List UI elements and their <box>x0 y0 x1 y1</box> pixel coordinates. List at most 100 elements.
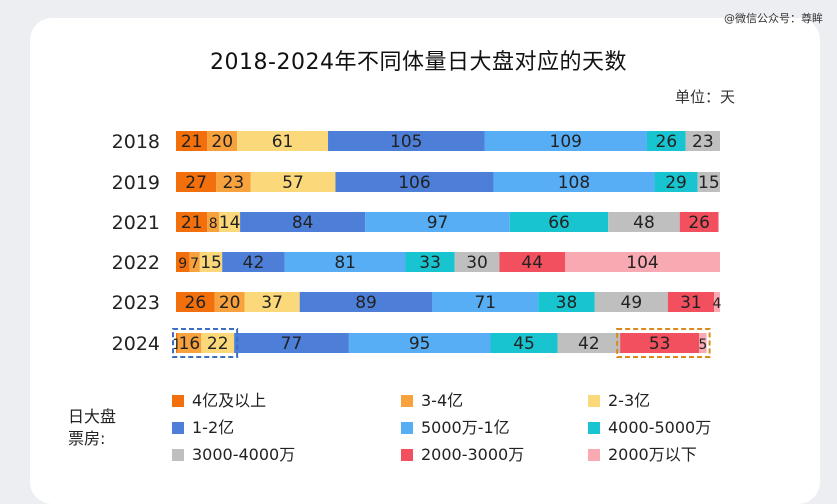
data-label-2019-series-2: 57 <box>282 173 304 193</box>
category-label-2018: 2018 <box>112 131 160 153</box>
data-label-2018-series-6: 23 <box>692 132 714 152</box>
legend-swatch <box>588 422 600 434</box>
bar-2023-series-8 <box>714 292 720 312</box>
data-label-2022-series-7: 44 <box>521 253 543 273</box>
legend-label: 4000-5000万 <box>608 418 712 437</box>
data-label-2023-series-1: 20 <box>219 293 241 313</box>
bar-2023-series-6 <box>594 292 668 312</box>
legend-label: 3000-4000万 <box>192 445 296 464</box>
bar-2023-series-3 <box>299 292 433 312</box>
data-label-2023-series-7: 31 <box>680 293 702 313</box>
data-label-2019-series-3: 106 <box>398 173 430 193</box>
legend-swatch <box>401 395 413 407</box>
bar-2018-series-4 <box>484 131 647 151</box>
highlight-box-low-tiers <box>616 328 711 358</box>
category-label-2019: 2019 <box>112 172 160 194</box>
category-label-2022: 2022 <box>112 252 160 274</box>
data-label-2023-series-0: 26 <box>185 293 207 313</box>
unit-label: 单位：天 <box>674 88 735 106</box>
bar-2021-series-3 <box>240 212 366 232</box>
legend-label: 3-4亿 <box>421 391 464 410</box>
bar-2022-series-5 <box>405 252 455 272</box>
bar-2022-series-1 <box>189 252 200 272</box>
data-label-2021-series-1: 8 <box>209 216 218 232</box>
data-label-2019-series-4: 108 <box>558 173 590 193</box>
data-label-2022-series-8: 104 <box>626 253 658 273</box>
category-label-2023: 2023 <box>112 292 160 314</box>
data-label-2024-series-8: 5 <box>698 337 707 353</box>
bar-2019-series-1 <box>216 172 251 192</box>
data-label-2022-series-3: 42 <box>243 253 265 273</box>
legend-title: 日大盘 票房: <box>68 406 116 450</box>
bar-2023-series-1 <box>214 292 245 312</box>
legend-item-1: 3-4亿 <box>401 390 463 412</box>
bar-2024-series-7 <box>620 333 700 353</box>
bar-2023-series-7 <box>667 292 715 312</box>
bar-2024-series-6 <box>557 333 621 353</box>
bar-2023-series-0 <box>176 292 215 312</box>
bar-2022-series-8 <box>564 252 720 272</box>
bar-2018-series-5 <box>646 131 686 151</box>
bar-2023-series-2 <box>244 292 300 312</box>
bar-2021-series-4 <box>365 212 510 232</box>
legend-swatch <box>401 422 413 434</box>
category-label-2021: 2021 <box>112 212 160 234</box>
bar-2022-series-2 <box>199 252 223 272</box>
data-label-2023-series-6: 49 <box>621 293 643 313</box>
data-label-2021-series-2: 14 <box>219 213 241 233</box>
bar-2019-series-4 <box>493 172 655 192</box>
data-label-2021-series-3: 84 <box>292 213 314 233</box>
data-label-2018-series-5: 26 <box>656 132 678 152</box>
bar-2019-series-5 <box>654 172 698 192</box>
data-label-2021-series-7: 26 <box>688 213 710 233</box>
data-label-2018-series-3: 105 <box>390 132 422 152</box>
legend-label: 5000万-1亿 <box>421 418 510 437</box>
bar-2024-series-3 <box>234 333 349 353</box>
bar-2019-series-6 <box>697 172 720 192</box>
bar-2021-series-0 <box>176 212 208 232</box>
bar-2018-series-3 <box>328 131 485 151</box>
data-label-2024-series-2: 22 <box>207 334 229 354</box>
bar-2021-series-5 <box>509 212 609 232</box>
legend-label: 2-3亿 <box>608 391 651 410</box>
data-label-2022-series-1: 7 <box>190 256 199 272</box>
legend-item-3: 1-2亿 <box>172 417 234 439</box>
data-label-2024-series-4: 95 <box>409 334 431 354</box>
data-label-2021-series-5: 66 <box>548 213 570 233</box>
legend-label: 2000-3000万 <box>421 445 525 464</box>
data-label-2022-series-0: 9 <box>178 256 187 272</box>
legend-item-8: 2000万以下 <box>588 444 697 466</box>
bar-2022-series-0 <box>176 252 190 272</box>
data-label-2019-series-5: 29 <box>665 173 687 193</box>
bar-2024-series-4 <box>348 333 491 353</box>
data-label-2023-series-8: 4 <box>713 296 722 312</box>
data-label-2024-series-3: 77 <box>281 334 303 354</box>
bar-2024-series-5 <box>490 333 558 353</box>
legend-swatch <box>172 395 184 407</box>
data-label-2024-series-0: 1 <box>172 337 181 353</box>
data-label-2018-series-2: 61 <box>272 132 294 152</box>
data-label-2021-series-0: 21 <box>181 213 203 233</box>
bar-2023-series-5 <box>538 292 595 312</box>
data-label-2024-series-6: 42 <box>578 334 600 354</box>
data-label-2022-series-6: 30 <box>466 253 488 273</box>
legend-label: 4亿及以上 <box>192 391 267 410</box>
data-label-2021-series-4: 97 <box>427 213 449 233</box>
data-label-2022-series-5: 33 <box>419 253 441 273</box>
data-label-2022-series-2: 15 <box>200 253 222 273</box>
data-label-2019-series-6: 15 <box>698 173 720 193</box>
legend-swatch <box>172 422 184 434</box>
bar-2024-series-8 <box>699 333 707 353</box>
bar-2019-series-0 <box>176 172 217 192</box>
legend-item-0: 4亿及以上 <box>172 390 266 412</box>
data-label-2023-series-3: 89 <box>355 293 377 313</box>
bar-2022-series-6 <box>454 252 500 272</box>
data-label-2023-series-4: 71 <box>474 293 496 313</box>
bar-2018-series-6 <box>685 131 720 151</box>
bar-2024-series-2 <box>201 333 235 353</box>
bar-2021-series-6 <box>608 212 680 232</box>
data-label-2023-series-5: 38 <box>556 293 578 313</box>
bar-2022-series-7 <box>499 252 565 272</box>
data-label-2018-series-4: 109 <box>550 132 582 152</box>
